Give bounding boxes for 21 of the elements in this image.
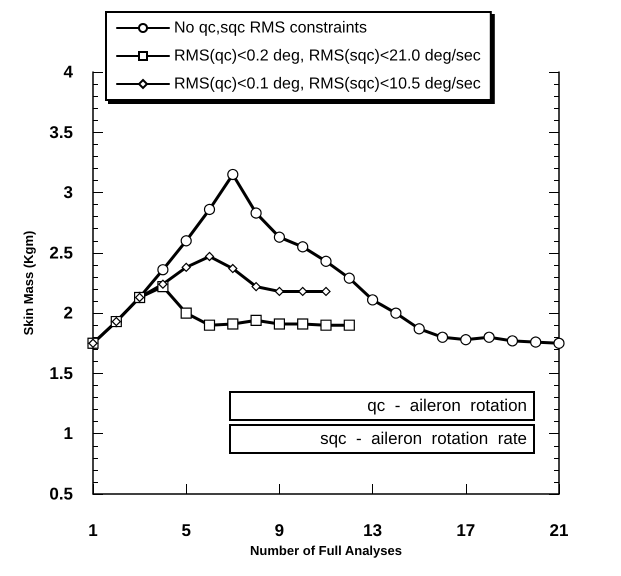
y-tick-label: 1 (64, 424, 73, 444)
y-tick-label: 2 (64, 304, 73, 323)
y-tick-label: 2.5 (49, 243, 73, 262)
x-tick-label: 5 (181, 521, 191, 540)
x-tick-label: 13 (363, 521, 382, 540)
x-axis-title: Number of Full Analyses (250, 542, 402, 558)
y-axis-title: Skin Mass (Kgm) (21, 230, 36, 336)
legend-label: RMS(qc)<0.2 deg, RMS(sqc)<21.0 deg/sec (174, 48, 481, 64)
x-tick-label: 17 (456, 521, 476, 540)
y-tick-label: 0.5 (49, 484, 73, 504)
note-box: qc - aileron rotation (229, 391, 535, 421)
y-tick-label: 3.5 (49, 122, 73, 142)
x-tick-label: 9 (274, 521, 284, 540)
legend-label: No qc,sqc RMS constraints (174, 20, 367, 36)
x-tick-label: 1 (88, 521, 98, 540)
note-box: sqc - aileron rotation rate (229, 424, 535, 454)
y-tick-label: 4 (64, 62, 74, 82)
x-tick-label: 21 (550, 521, 568, 540)
y-tick-label: 3 (64, 183, 73, 202)
y-tick-label: 1.5 (49, 364, 73, 383)
legend-label: RMS(qc)<0.1 deg, RMS(sqc)<10.5 deg/sec (174, 76, 481, 92)
